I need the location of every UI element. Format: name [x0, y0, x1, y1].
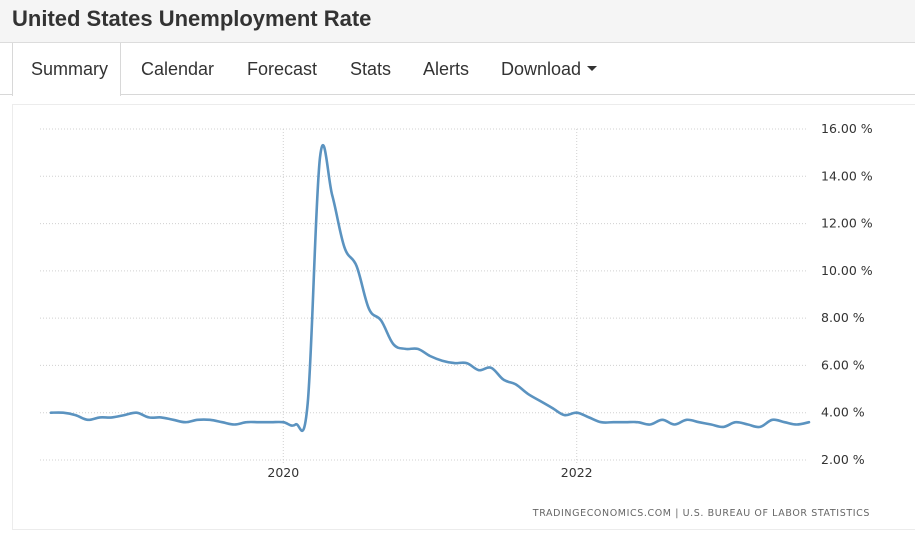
tab-summary[interactable]: Summary [12, 43, 122, 96]
page-title: United States Unemployment Rate [12, 6, 372, 31]
x-tick-label: 2020 [267, 465, 299, 480]
series-line-0 [49, 144, 811, 432]
tab-download[interactable]: Download [501, 43, 598, 95]
source-credit: TRADINGECONOMICS.COM | U.S. BUREAU OF LA… [532, 508, 870, 519]
tab-forecast[interactable]: Forecast [247, 59, 318, 79]
chart-panel: 2.00 % 4.00 % 6.00 % 8.00 % 10.00 % 12.00 % 14… [12, 104, 915, 530]
title-bar: United States Unemployment Rate [0, 0, 915, 43]
y-tick-label: 12.00 % [821, 216, 873, 231]
y-tick-label: 4.00 % [821, 405, 865, 420]
y-tick-label: 16.00 % [821, 121, 873, 136]
y-tick-label: 10.00 % [821, 263, 873, 278]
y-tick-label: 6.00 % [821, 357, 865, 372]
tab-alerts[interactable]: Alerts [423, 59, 470, 79]
y-tick-label: 8.00 % [821, 310, 865, 325]
y-tick-label: 14.00 % [821, 168, 873, 183]
tab-calendar[interactable]: Calendar [141, 59, 215, 79]
tab-download-label: Download [501, 59, 582, 79]
tab-stats[interactable]: Stats [350, 59, 392, 79]
y-tick-label: 2.00 % [821, 452, 865, 467]
caret-down-icon [587, 65, 598, 71]
tab-bar: Summary Calendar Forecast Stats Alerts D… [0, 43, 915, 96]
unemployment-chart: 2.00 % 4.00 % 6.00 % 8.00 % 10.00 % 12.00 % 14… [40, 121, 873, 519]
x-tick-label: 2022 [561, 465, 593, 480]
